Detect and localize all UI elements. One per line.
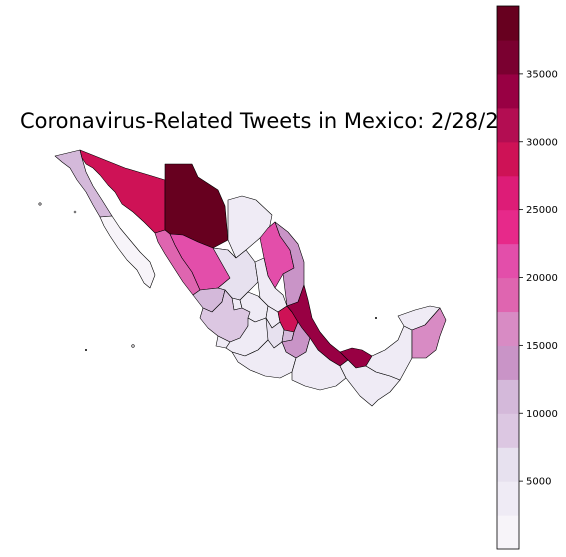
colorbar-segment: [497, 39, 519, 75]
state-baja-california-sur: [99, 215, 156, 289]
colorbar-tick-label: 25000: [526, 205, 558, 216]
colorbar-tick-label: 30000: [526, 137, 558, 148]
colorbar-ticks: 5000 10000 15000 20000 25000 30000 35000: [519, 69, 558, 488]
colorbar-segment: [497, 209, 519, 245]
colorbar-segment: [497, 515, 519, 550]
colorbar-segment: [497, 6, 519, 41]
colorbar-segment: [497, 243, 519, 279]
colorbar-segment: [497, 379, 519, 414]
colorbar-segments: [497, 6, 519, 550]
mexico-map: [54, 149, 447, 407]
island-dot: [131, 344, 135, 348]
colorbar-segment: [497, 311, 519, 346]
colorbar-segment: [497, 175, 519, 211]
colorbar-segment: [497, 73, 519, 109]
colorbar-tick-label: 10000: [526, 409, 558, 420]
colorbar-tick-label: 20000: [526, 273, 558, 284]
colorbar: 5000 10000 15000 20000 25000 30000 35000: [496, 5, 558, 550]
island-dot: [85, 349, 87, 351]
island-dot: [38, 202, 42, 206]
colorbar-tick-label: 15000: [526, 341, 558, 352]
island-dot: [73, 210, 77, 214]
map-title: Coronavirus-Related Tweets in Mexico: 2/…: [20, 109, 512, 133]
colorbar-segment: [497, 413, 519, 448]
colorbar-tick-label: 5000: [526, 477, 551, 488]
state-quintana-roo: [411, 307, 447, 359]
islands: [38, 202, 377, 351]
colorbar-segment: [497, 141, 519, 177]
colorbar-segment: [497, 277, 519, 313]
colorbar-segment: [497, 345, 519, 380]
colorbar-segment: [497, 481, 519, 516]
state-guerrero: [231, 339, 297, 379]
state-sonora: [79, 149, 166, 234]
colorbar-segment: [497, 447, 519, 482]
island-dot: [375, 317, 377, 319]
colorbar-segment: [497, 107, 519, 143]
colorbar-tick-label: 35000: [526, 69, 558, 80]
